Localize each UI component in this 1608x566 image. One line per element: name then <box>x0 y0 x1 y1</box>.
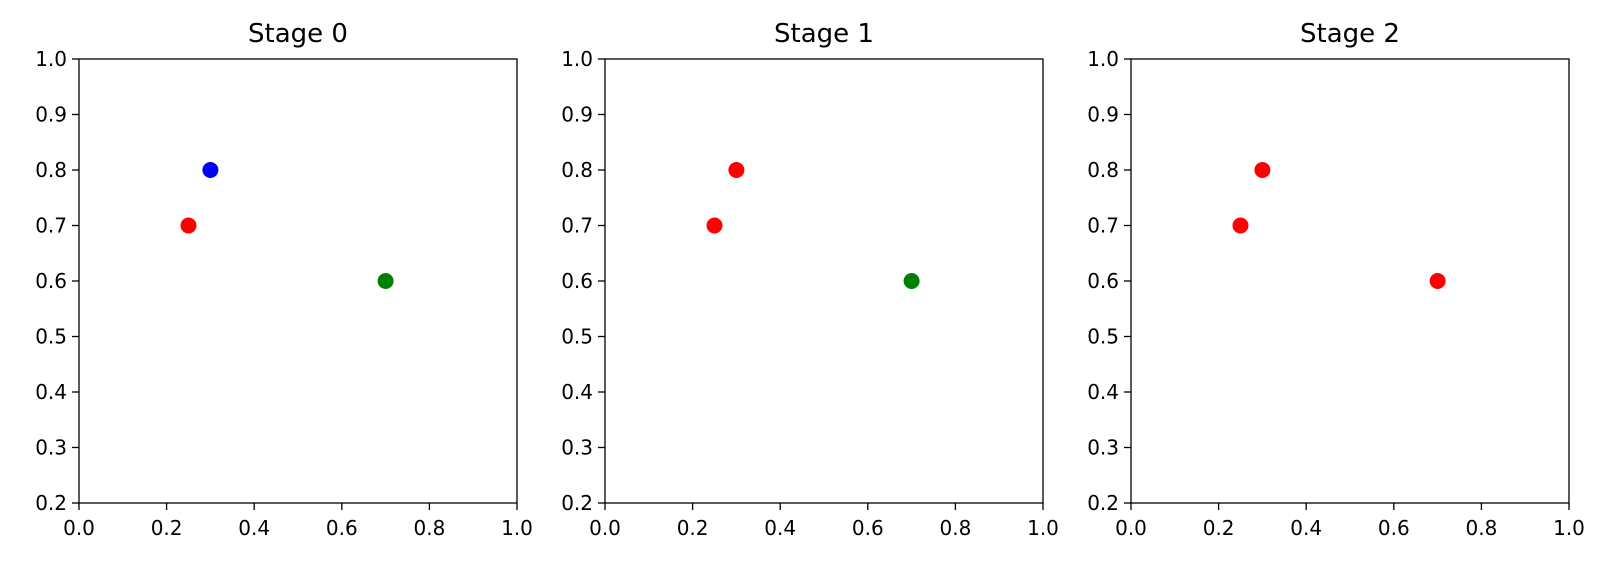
y-tick-label: 0.2 <box>561 491 593 515</box>
x-tick-label: 0.6 <box>1378 516 1410 540</box>
x-tick-label: 0.2 <box>1203 516 1235 540</box>
data-point <box>377 273 394 289</box>
x-tick-label: 0.8 <box>939 516 971 540</box>
y-tick-label: 0.6 <box>561 269 593 293</box>
panel-title: Stage 1 <box>774 19 874 49</box>
y-tick-label: 0.5 <box>1087 325 1119 349</box>
y-tick-label: 0.9 <box>1087 103 1119 127</box>
x-tick-label: 0.6 <box>326 516 358 540</box>
y-tick-label: 0.6 <box>1087 269 1119 293</box>
y-tick-label: 0.8 <box>1087 158 1119 182</box>
x-tick-label: 0.4 <box>238 516 270 540</box>
data-point <box>728 162 745 178</box>
x-tick-label: 0.0 <box>589 516 621 540</box>
y-tick-label: 1.0 <box>561 47 593 71</box>
y-tick-label: 0.3 <box>1087 436 1119 460</box>
axes-frame <box>78 58 518 504</box>
panel-title: Stage 2 <box>1300 19 1400 49</box>
data-point <box>706 217 723 234</box>
axes-frame <box>1130 58 1570 504</box>
data-point <box>202 162 219 178</box>
y-tick-label: 0.6 <box>35 269 67 293</box>
x-tick-label: 1.0 <box>1027 516 1059 540</box>
stage-panel-1: Stage 10.0 0.2 0.4 0.6 0.8 1.00.20.30.40.50.6… <box>561 19 1059 540</box>
y-tick-label: 0.5 <box>35 325 67 349</box>
stage-panel-0: Stage 00.0 0.2 0.4 0.6 0.8 1.00.20.30.40.50.6… <box>35 19 533 540</box>
y-tick-label: 0.2 <box>1087 491 1119 515</box>
y-tick-label: 0.8 <box>35 158 67 182</box>
x-tick-label: 0.4 <box>764 516 796 540</box>
y-tick-label: 0.7 <box>1087 214 1119 238</box>
x-tick-label: 0.0 <box>63 516 95 540</box>
x-tick-label: 0.4 <box>1290 516 1322 540</box>
y-tick-label: 0.3 <box>35 436 67 460</box>
x-tick-label: 0.2 <box>151 516 183 540</box>
x-tick-label: 1.0 <box>1553 516 1585 540</box>
y-tick-label: 0.4 <box>35 380 67 404</box>
data-point <box>903 273 920 289</box>
y-tick-label: 0.7 <box>561 214 593 238</box>
y-tick-label: 0.4 <box>1087 380 1119 404</box>
y-tick-label: 1.0 <box>35 47 67 71</box>
y-tick-label: 0.2 <box>35 491 67 515</box>
data-point <box>1254 162 1271 178</box>
y-tick-label: 0.3 <box>561 436 593 460</box>
stage-panel-2: Stage 20.0 0.2 0.4 0.6 0.8 1.00.20.30.40.50.6… <box>1087 19 1585 540</box>
data-point <box>180 217 197 234</box>
x-tick-label: 0.2 <box>677 516 709 540</box>
data-point <box>1232 217 1249 234</box>
y-tick-label: 0.5 <box>561 325 593 349</box>
y-tick-label: 0.4 <box>561 380 593 404</box>
x-tick-label: 0.8 <box>1465 516 1497 540</box>
x-tick-label: 0.0 <box>1115 516 1147 540</box>
x-tick-label: 1.0 <box>501 516 533 540</box>
x-tick-label: 0.6 <box>852 516 884 540</box>
axes-frame <box>604 58 1044 504</box>
data-point <box>1429 273 1446 289</box>
x-tick-label: 0.8 <box>413 516 445 540</box>
panel-title: Stage 0 <box>248 19 348 49</box>
y-tick-label: 0.9 <box>35 103 67 127</box>
y-tick-label: 0.8 <box>561 158 593 182</box>
y-tick-label: 0.9 <box>561 103 593 127</box>
y-tick-label: 1.0 <box>1087 47 1119 71</box>
y-tick-label: 0.7 <box>35 214 67 238</box>
